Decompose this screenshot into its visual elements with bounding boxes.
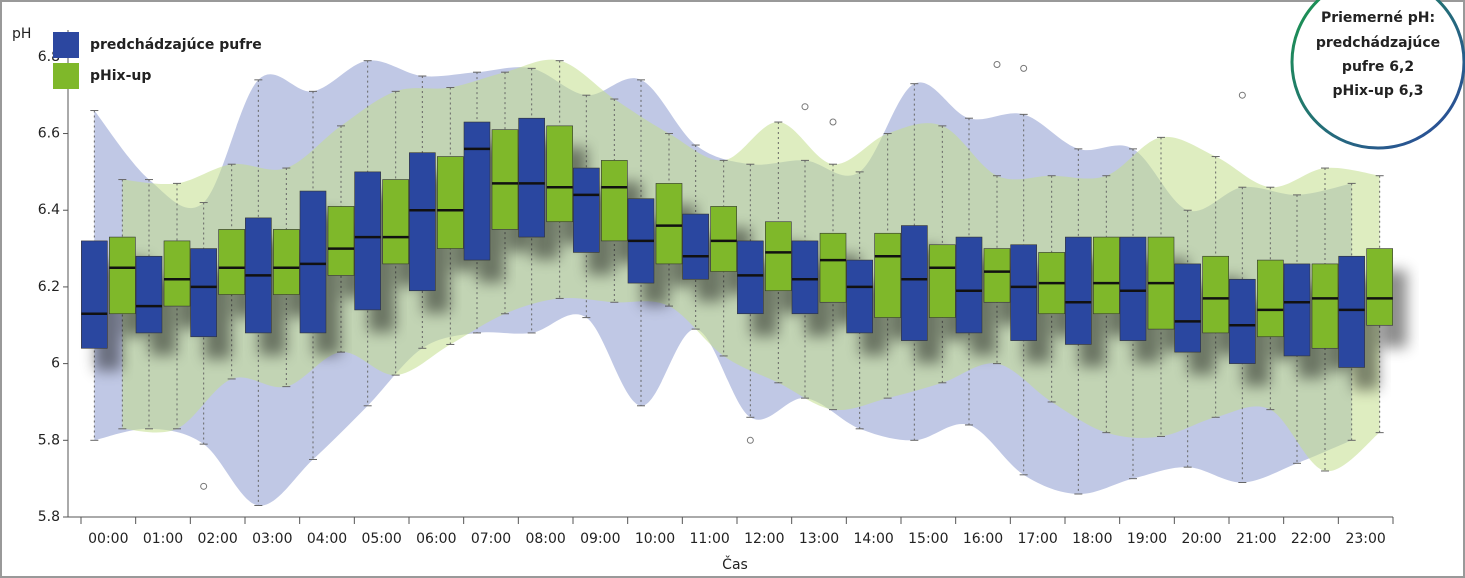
legend-swatch: [53, 63, 79, 89]
x-tick-label: 01:00: [143, 531, 183, 547]
box: [737, 240, 764, 315]
legend-label: predchádzajúce pufre: [90, 37, 262, 53]
x-tick-label: 03:00: [252, 531, 292, 547]
box: [81, 240, 108, 349]
box: [1311, 263, 1339, 349]
box: [1338, 255, 1365, 368]
y-tick-label: 5.8: [38, 509, 60, 525]
x-tick-label: 06:00: [416, 531, 456, 547]
box: [791, 240, 819, 315]
box: [819, 232, 847, 303]
box: [929, 244, 956, 318]
box: [846, 259, 873, 334]
x-tick-label: 16:00: [963, 531, 1003, 547]
y-tick-label: 6.2: [38, 279, 60, 295]
x-tick-label: 19:00: [1127, 531, 1167, 547]
x-tick-label: 21:00: [1236, 531, 1276, 547]
box: [409, 152, 436, 292]
annotation-ring: [1290, 0, 1465, 150]
outlier: [1238, 91, 1246, 99]
outlier: [801, 103, 809, 111]
x-tick-label: 17:00: [1017, 531, 1057, 547]
box: [1093, 236, 1120, 315]
outlier: [829, 118, 837, 126]
box: [190, 248, 217, 338]
x-tick-label: 20:00: [1181, 531, 1221, 547]
y-tick-label: 5.8: [38, 432, 60, 448]
annotation-line: predchádzajúce: [1316, 35, 1440, 51]
x-tick-label: 23:00: [1345, 531, 1385, 547]
x-tick-label: 14:00: [853, 531, 893, 547]
x-tick-label: 10:00: [635, 531, 675, 547]
box: [163, 240, 191, 307]
x-tick-label: 07:00: [471, 531, 511, 547]
x-tick-label: 02:00: [197, 531, 237, 547]
x-axis-label: Čas: [722, 555, 748, 573]
outlier: [1020, 64, 1028, 72]
box: [765, 221, 792, 292]
box: [491, 129, 519, 230]
box: [1283, 263, 1311, 357]
y-axis-label: pH: [12, 26, 31, 42]
x-tick-label: 11:00: [689, 531, 729, 547]
box: [518, 117, 545, 238]
box: [354, 171, 381, 311]
box: [273, 229, 300, 295]
outlier: [993, 61, 1001, 69]
x-tick-label: 13:00: [799, 531, 839, 547]
box: [299, 190, 327, 334]
box: [135, 255, 163, 334]
box: [1202, 255, 1229, 334]
box: [955, 236, 983, 334]
x-tick-label: 15:00: [908, 531, 948, 547]
y-tick-label: 6: [51, 356, 60, 372]
box: [327, 206, 355, 276]
x-tick-label: 12:00: [744, 531, 784, 547]
x-tick-label: 08:00: [525, 531, 565, 547]
box: [655, 183, 683, 265]
box: [437, 156, 464, 249]
box: [218, 229, 245, 295]
box: [1174, 263, 1201, 353]
box: [1010, 244, 1037, 341]
box: [682, 213, 709, 280]
y-tick-label: 6.6: [38, 126, 60, 142]
box: [1119, 236, 1147, 341]
x-tick-label: 00:00: [88, 531, 128, 547]
annotation-line: pHix-up 6,3: [1332, 83, 1423, 99]
box: [1257, 259, 1284, 338]
box: [1065, 236, 1092, 345]
box: [601, 160, 628, 242]
box: [901, 225, 928, 341]
box: [573, 167, 600, 253]
box: [463, 121, 491, 261]
box: [546, 125, 573, 223]
box: [382, 179, 409, 265]
x-tick-label: 05:00: [361, 531, 401, 547]
box: [710, 206, 737, 272]
annotation-title: Priemerné pH:: [1321, 10, 1435, 26]
legend-label: pHix-up: [90, 68, 151, 84]
box: [983, 248, 1011, 303]
outlier: [746, 436, 754, 444]
box: [1229, 278, 1256, 364]
y-tick-label: 6.4: [38, 202, 60, 218]
legend-swatch: [53, 32, 79, 58]
x-tick-label: 04:00: [307, 531, 347, 547]
annotation-line: pufre 6,2: [1342, 59, 1414, 75]
box: [1366, 248, 1393, 326]
x-tick-label: 18:00: [1072, 531, 1112, 547]
x-tick-label: 22:00: [1291, 531, 1331, 547]
outlier: [200, 482, 208, 490]
box: [109, 236, 136, 315]
x-tick-label: 09:00: [580, 531, 620, 547]
box: [874, 232, 901, 318]
